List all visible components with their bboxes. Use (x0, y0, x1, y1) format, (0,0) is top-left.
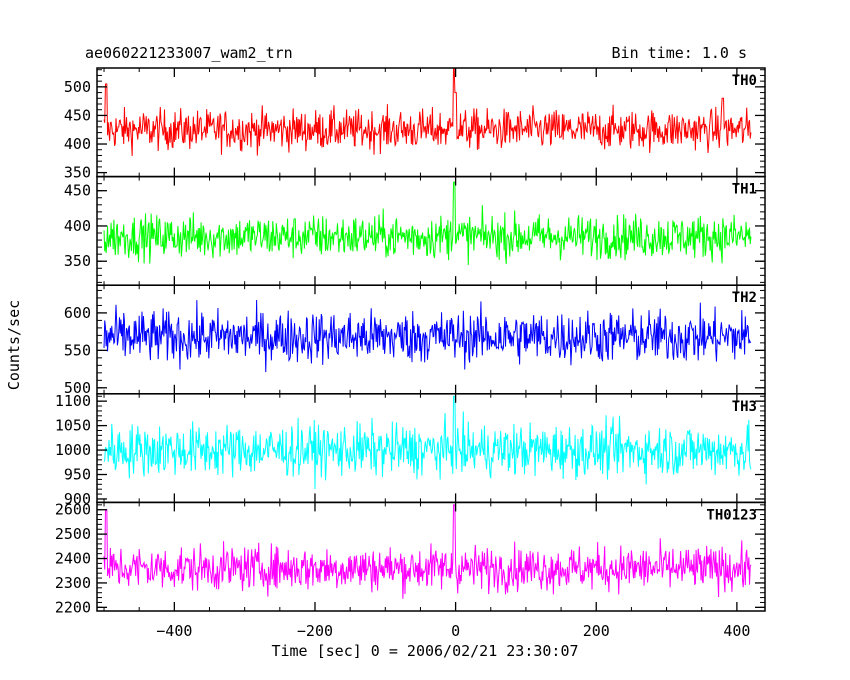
y-tick-label: 450 (64, 106, 91, 124)
panels-group: 350 400 450 500 TH0 350 400 450 TH1 500 550 600 TH2 9… (55, 67, 766, 640)
y-tick-label: 1100 (55, 392, 91, 410)
y-tick-label: 2500 (55, 525, 91, 543)
panel-label-th0123: TH0123 (706, 507, 757, 523)
y-tick-label: 450 (64, 182, 91, 200)
x-axis-label: Time [sec] 0 = 2006/02/21 23:30:07 (271, 642, 578, 660)
y-tick-label: 1000 (55, 441, 91, 459)
x-tick-label: 200 (583, 622, 610, 640)
y-tick-label: 500 (64, 78, 91, 96)
series-line-th0 (103, 68, 752, 156)
panel-label-th0: TH0 (732, 73, 757, 89)
panel-label-th3: TH3 (732, 399, 757, 415)
y-tick-label: 2200 (55, 598, 91, 616)
x-tick-label: 0 (451, 622, 460, 640)
y-tick-label: 600 (64, 304, 91, 322)
y-tick-label: 400 (64, 135, 91, 153)
y-tick-label: 2300 (55, 574, 91, 592)
y-axis-label: Counts/sec (5, 300, 23, 390)
y-tick-label: 1050 (55, 417, 91, 435)
y-tick-label: 350 (64, 164, 91, 182)
y-tick-label: 900 (64, 490, 91, 508)
x-tick-label: −200 (297, 622, 333, 640)
bin-time-label: Bin time: 1.0 s (612, 44, 747, 62)
panel-label-th2: TH2 (732, 290, 757, 306)
panel-label-th1: TH1 (732, 182, 757, 198)
y-tick-label: 400 (64, 217, 91, 235)
y-tick-label: 350 (64, 252, 91, 270)
y-tick-label: 2400 (55, 550, 91, 568)
panel-frame-th0123 (96, 501, 766, 612)
x-tick-label: −400 (156, 622, 192, 640)
y-tick-label: 2600 (55, 501, 91, 519)
series-line-th0123 (103, 504, 752, 599)
series-line-th3 (103, 395, 752, 490)
series-line-th2 (103, 300, 752, 373)
y-tick-label: 950 (64, 466, 91, 484)
y-tick-label: 500 (64, 379, 91, 397)
series-line-th1 (103, 181, 752, 265)
x-tick-label: 400 (723, 622, 750, 640)
chart-title: ae060221233007_wam2_trn (85, 44, 293, 62)
y-tick-label: 550 (64, 341, 91, 359)
